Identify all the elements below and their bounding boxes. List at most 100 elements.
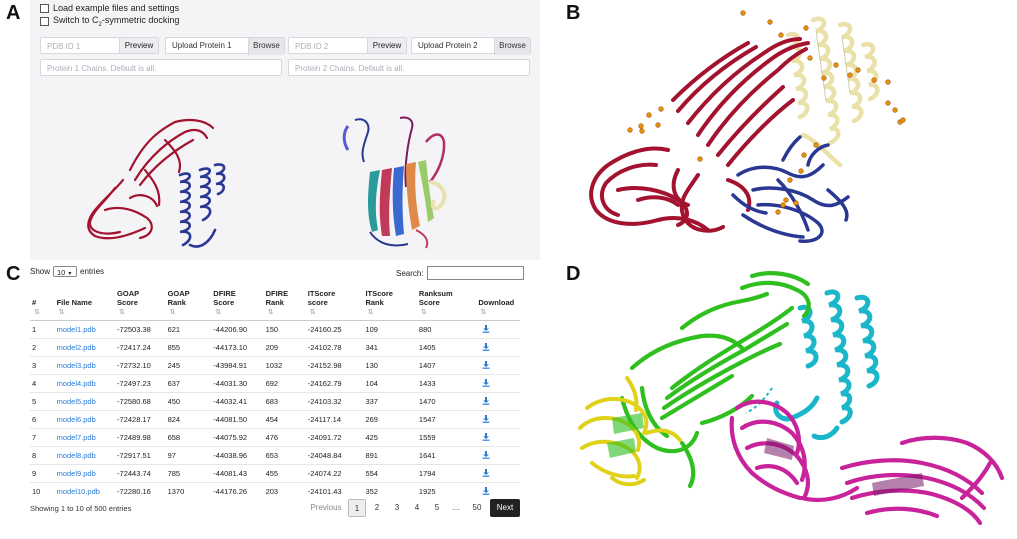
upload-protein-1-field[interactable]: Upload Protein 1 Browse [165, 37, 285, 55]
column-header[interactable]: GOAP Score ⇅ [115, 286, 166, 321]
download-icon[interactable] [482, 414, 490, 423]
protein-1-preview [87, 118, 226, 248]
column-header[interactable]: Ranksum Score ⇅ [416, 286, 477, 321]
preview-1-button[interactable]: Preview [119, 37, 159, 54]
table-cell: -24152.98 [305, 356, 364, 375]
protein-2-chains-input[interactable]: Protein 2 Chains. Default is all. [288, 59, 530, 76]
table-cell: -24074.22 [305, 464, 364, 483]
table-cell: 476 [263, 428, 306, 447]
model-file-link[interactable]: model8.pdb [54, 446, 116, 465]
protein-1-chains-input[interactable]: Protein 1 Chains. Default is all. [40, 59, 282, 76]
sort-icon[interactable]: ⇅ [215, 309, 222, 316]
download-icon[interactable] [482, 396, 490, 405]
sort-icon[interactable]: ⇅ [58, 309, 65, 316]
sort-icon[interactable]: ⇅ [480, 309, 487, 316]
model-file-link[interactable]: model4.pdb [54, 374, 116, 393]
table-cell: 1433 [416, 374, 477, 393]
model-file-link[interactable]: model5.pdb [54, 392, 116, 411]
docked-complex-render-d [578, 271, 1005, 526]
load-example-option[interactable]: Load example files and settings [40, 3, 179, 13]
column-header[interactable]: GOAP Rank ⇅ [165, 286, 212, 321]
download-cell [476, 338, 520, 357]
next-button[interactable]: Next [490, 499, 520, 517]
download-icon[interactable] [482, 486, 490, 495]
model-file-link[interactable]: model3.pdb [54, 356, 116, 375]
page-button[interactable]: 2 [374, 503, 380, 512]
column-header[interactable]: DFIRE Rank ⇅ [263, 286, 306, 321]
page-button[interactable]: 50 [472, 503, 482, 512]
table-cell: 104 [363, 374, 417, 393]
table-cell: 1405 [416, 338, 477, 357]
pdb-id-1-input[interactable]: PDB ID 1 [40, 37, 120, 54]
table-cell: -24162.79 [305, 374, 364, 393]
browse-2-button[interactable]: Browse [494, 38, 530, 55]
previous-button[interactable]: Previous [310, 503, 342, 512]
column-header-label: GOAP [167, 289, 190, 298]
model-file-link[interactable]: model9.pdb [54, 464, 116, 483]
sort-icon[interactable]: ⇅ [309, 309, 316, 316]
page-button[interactable]: 3 [394, 503, 400, 512]
table-cell: 209 [263, 338, 306, 357]
preview-2-button[interactable]: Preview [367, 37, 407, 54]
table-cell: -44075.92 [211, 428, 264, 447]
table-row: 2 model2.pdb -72417.24 855 -44173.10 209 -2410… [30, 338, 520, 357]
table-cell: -44173.10 [211, 338, 264, 357]
column-header[interactable]: ITScore score ⇅ [305, 286, 364, 321]
column-header[interactable]: Download ⇅ [476, 286, 520, 321]
load-example-checkbox[interactable] [40, 3, 49, 13]
entries-select[interactable]: 10 ▾ [53, 266, 78, 277]
page-button[interactable]: 5 [434, 503, 440, 512]
download-icon[interactable] [482, 360, 490, 369]
c2-symmetric-checkbox[interactable] [40, 16, 49, 26]
search-input[interactable] [426, 266, 524, 280]
download-icon[interactable] [482, 468, 490, 477]
sort-icon[interactable]: ⇅ [367, 309, 374, 316]
table-cell: 855 [165, 338, 212, 357]
sort-icon[interactable]: ⇅ [34, 309, 40, 316]
table-cell: -43984.91 [211, 356, 264, 375]
table-cell: 7 [30, 428, 55, 447]
column-header-sublabel: Score [418, 298, 440, 307]
browse-1-button[interactable]: Browse [248, 38, 284, 55]
sort-icon[interactable]: ⇅ [420, 309, 427, 316]
page-button[interactable]: 4 [414, 503, 420, 512]
table-cell: 150 [263, 320, 306, 339]
column-header-sublabel: Rank [365, 298, 384, 307]
column-header[interactable]: # ⇅ [30, 286, 55, 321]
column-header-label: Ranksum [418, 289, 453, 298]
docking-input-form: Load example files and settings Switch t… [30, 0, 540, 260]
download-cell [476, 392, 520, 411]
c2-symmetric-label: Switch to C2-symmetric docking [53, 15, 180, 28]
table-cell: -72489.98 [115, 428, 166, 447]
column-header[interactable]: File Name ⇅ [54, 286, 116, 321]
column-header[interactable]: ITScore Rank ⇅ [363, 286, 417, 321]
model-file-link[interactable]: model10.pdb [54, 482, 116, 500]
download-icon[interactable] [482, 450, 490, 459]
c2-symmetric-option[interactable]: Switch to C2-symmetric docking [40, 15, 179, 28]
download-icon[interactable] [482, 378, 490, 387]
model-file-link[interactable]: model7.pdb [54, 428, 116, 447]
download-icon[interactable] [482, 342, 490, 351]
table-row: 4 model4.pdb -72497.23 637 -44031.30 692 -2416… [30, 374, 520, 393]
download-icon[interactable] [482, 432, 490, 441]
model-file-link[interactable]: model2.pdb [54, 338, 116, 357]
table-cell: 653 [263, 446, 306, 465]
table-cell: -72443.74 [115, 464, 166, 483]
model-file-link[interactable]: model6.pdb [54, 410, 116, 429]
model-file-link[interactable]: model1.pdb [54, 320, 116, 339]
table-cell: -44031.30 [211, 374, 264, 393]
table-cell: -72503.38 [115, 320, 166, 339]
page-button[interactable]: 1 [348, 499, 366, 517]
column-header-sublabel: Score [117, 298, 138, 307]
entries-label: entries [80, 267, 105, 276]
sort-icon[interactable]: ⇅ [169, 309, 176, 316]
table-cell: -44081.43 [211, 464, 264, 483]
download-icon[interactable] [482, 324, 490, 333]
upload-protein-2-field[interactable]: Upload Protein 2 Browse [411, 37, 531, 55]
table-cell: 621 [165, 320, 212, 339]
pdb-id-2-input[interactable]: PDB ID 2 [288, 37, 368, 54]
sort-icon[interactable]: ⇅ [119, 309, 125, 316]
table-cell: 10 [30, 482, 55, 500]
column-header[interactable]: DFIRE Score ⇅ [211, 286, 264, 321]
sort-icon[interactable]: ⇅ [267, 309, 274, 316]
